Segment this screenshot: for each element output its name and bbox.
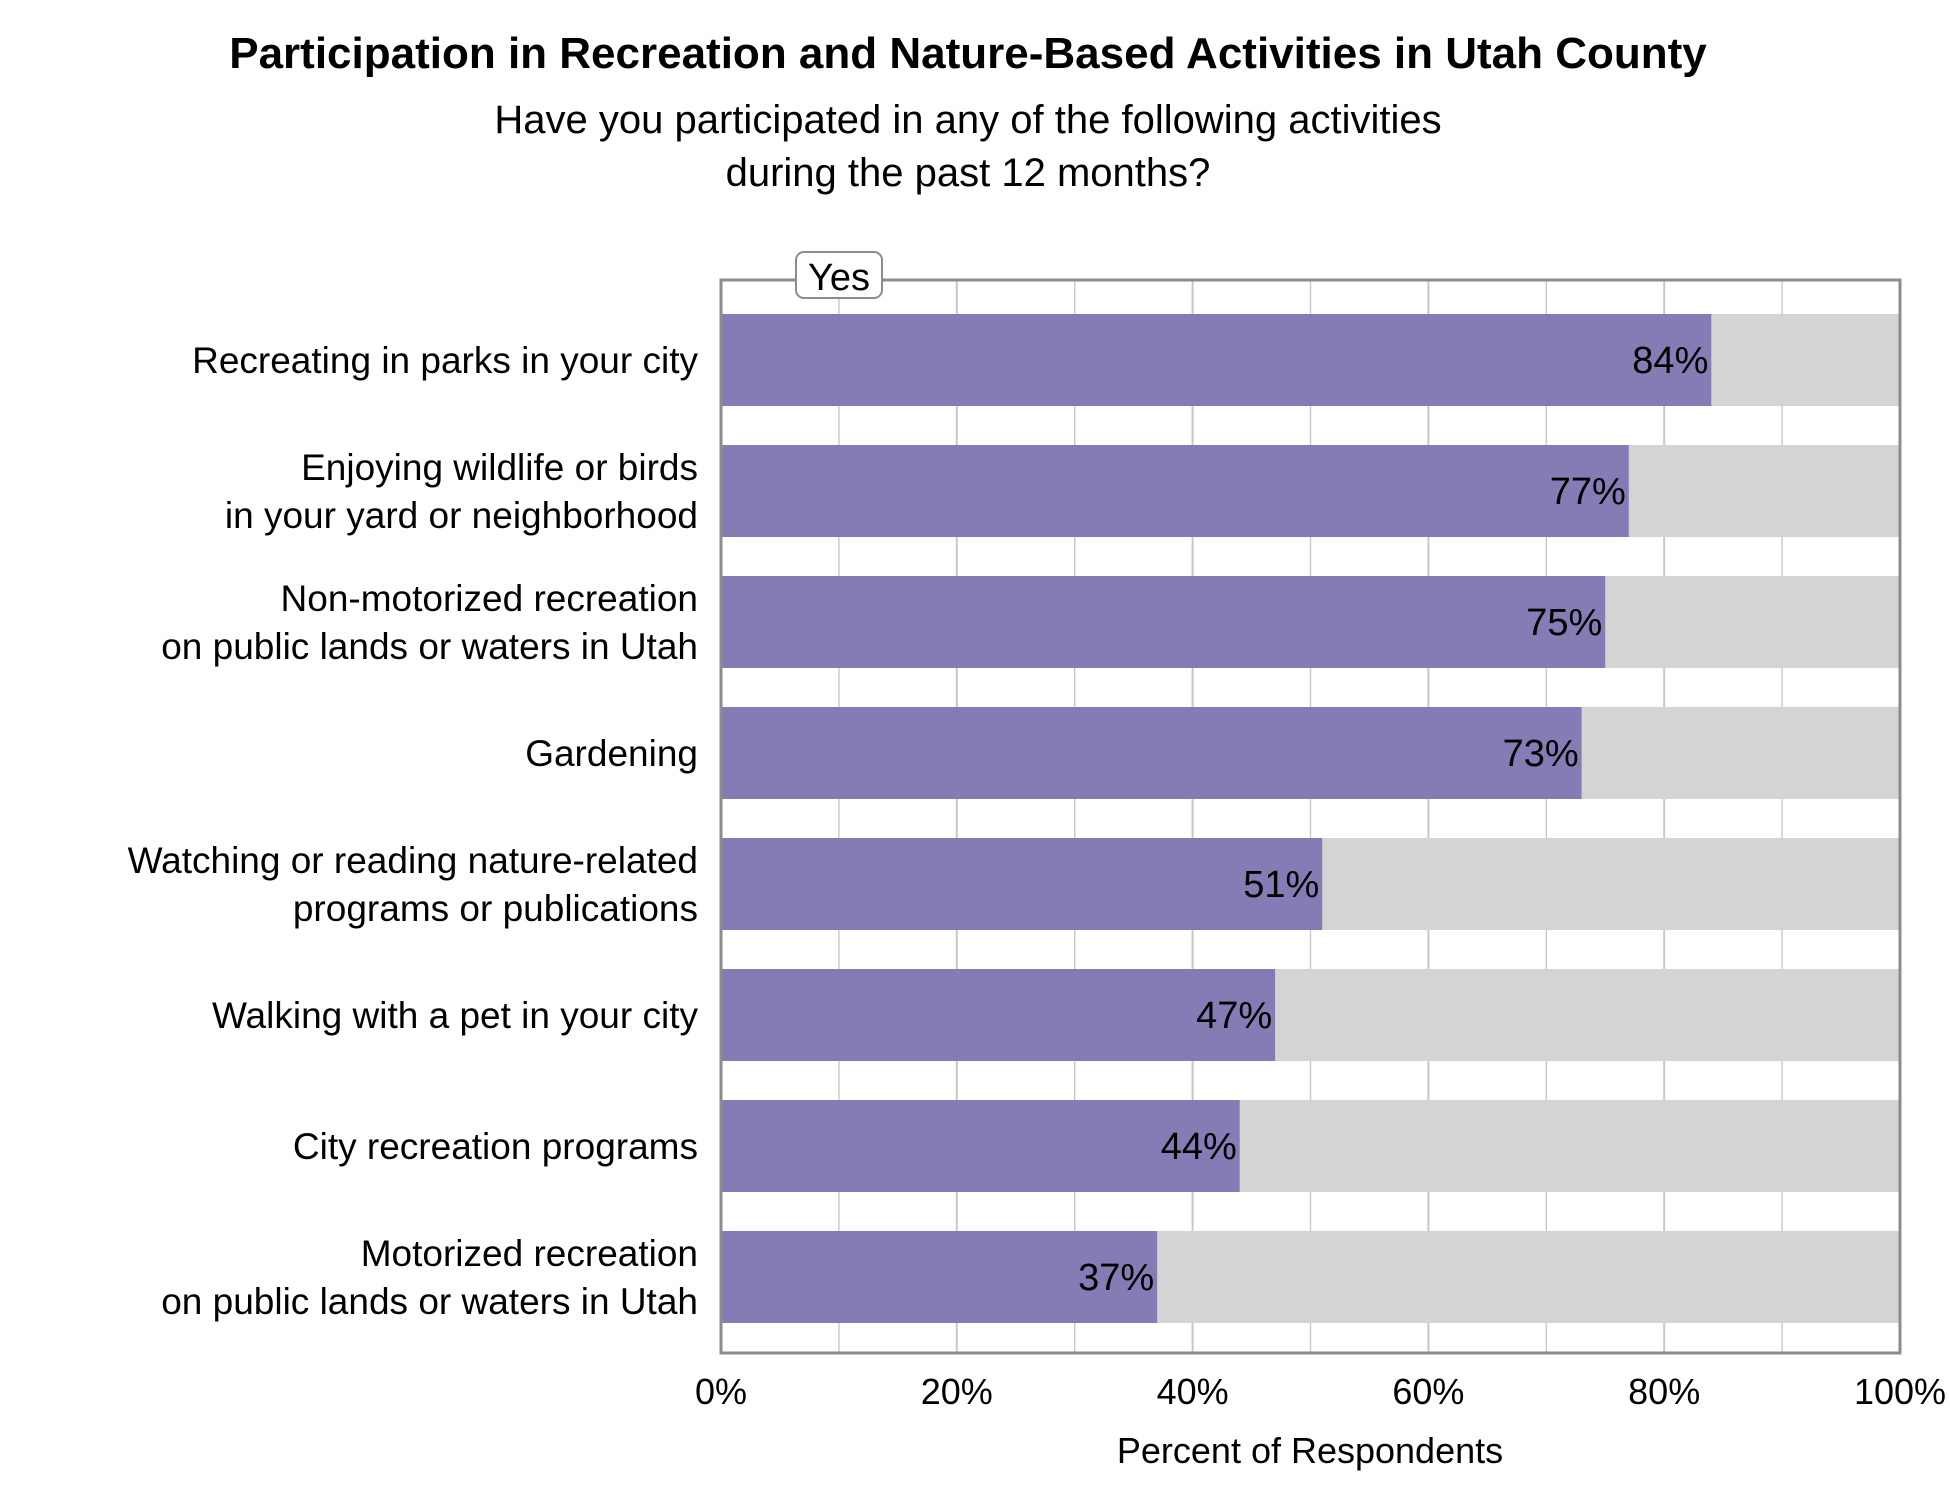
bar-yes-5: [721, 969, 1276, 1061]
bar-remainder-0: [1711, 314, 1900, 406]
category-label-1-line-1: in your yard or neighborhood: [225, 495, 698, 536]
x-tick-label-80: 80%: [1628, 1371, 1700, 1412]
x-tick-label-0: 0%: [695, 1371, 747, 1412]
category-label-2-line-1: on public lands or waters in Utah: [161, 626, 698, 667]
x-tick-label-60: 60%: [1392, 1371, 1464, 1412]
data-label-1: 77%: [1550, 471, 1626, 513]
bar-remainder-6: [1239, 1100, 1900, 1192]
category-labels: Recreating in parks in your city Enjoying…: [128, 340, 699, 1322]
legend-entry-yes: Yes: [808, 257, 870, 299]
data-label-5: 47%: [1196, 995, 1272, 1037]
data-label-2: 75%: [1526, 602, 1602, 644]
bar-remainder-5: [1275, 969, 1900, 1061]
x-axis-title: Percent of Respondents: [1117, 1430, 1503, 1471]
bar-yes-4: [721, 838, 1323, 930]
bar-remainder-2: [1605, 576, 1900, 668]
chart-title: Participation in Recreation and Nature-B…: [229, 29, 1707, 78]
data-label-7: 37%: [1078, 1257, 1154, 1299]
bar-yes-6: [721, 1100, 1240, 1192]
x-tick-label-20: 20%: [921, 1371, 993, 1412]
gridlines: [838, 280, 1783, 1353]
category-label-5-line-0: Walking with a pet in your city: [212, 995, 698, 1036]
legend-box: [795, 251, 883, 299]
data-labels: 84% 77% 75% 73% 51% 47% 44% 37%: [1078, 340, 1708, 1299]
category-label-1-line-0: Enjoying wildlife or birds: [301, 447, 698, 488]
x-axis-ticks: 0% 20% 40% 60% 80% 100%: [695, 1371, 1946, 1412]
data-label-4: 51%: [1243, 864, 1319, 906]
bar-remainder-1: [1628, 445, 1900, 537]
category-label-6-line-0: City recreation programs: [293, 1126, 698, 1167]
category-label-2-line-0: Non-motorized recreation: [281, 578, 698, 619]
bar-remainder-3: [1581, 707, 1900, 799]
category-label-4-line-0: Watching or reading nature-related: [128, 840, 698, 881]
legend: Yes: [795, 251, 883, 299]
bar-yes-0: [721, 314, 1712, 406]
plot-frame: [719, 278, 1902, 1355]
bar-yes-3: [721, 707, 1582, 799]
chart-subtitle-line-1: Have you participated in any of the foll…: [494, 98, 1441, 142]
data-label-3: 73%: [1503, 733, 1579, 775]
plot-area-border: [719, 278, 1902, 1355]
data-label-0: 84%: [1632, 340, 1708, 382]
data-label-6: 44%: [1161, 1126, 1237, 1168]
bar-remainder-7: [1157, 1231, 1900, 1323]
bar-yes-7: [721, 1231, 1158, 1323]
x-tick-label-40: 40%: [1157, 1371, 1229, 1412]
bar-yes-2: [721, 576, 1606, 668]
category-label-7-line-1: on public lands or waters in Utah: [161, 1281, 698, 1322]
bar-yes-1: [721, 445, 1629, 537]
chart-subtitle-line-2: during the past 12 months?: [726, 151, 1211, 195]
bar-remainder-4: [1322, 838, 1900, 930]
category-label-4-line-1: programs or publications: [293, 888, 698, 929]
category-label-3-line-0: Gardening: [525, 733, 698, 774]
x-tick-label-100: 100%: [1854, 1371, 1946, 1412]
category-label-7-line-0: Motorized recreation: [361, 1233, 698, 1274]
category-label-0-line-0: Recreating in parks in your city: [192, 340, 698, 381]
bars: [721, 314, 1900, 1323]
